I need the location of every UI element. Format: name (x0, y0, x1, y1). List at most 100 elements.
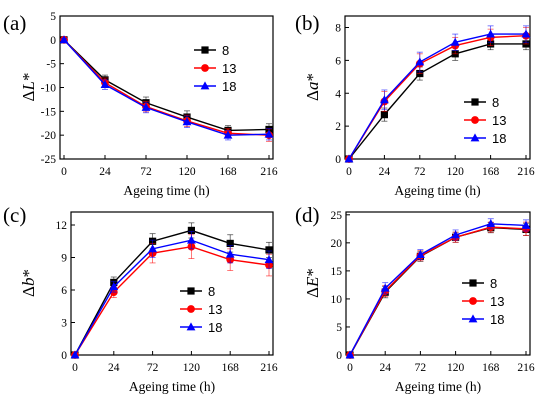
series-18 (70, 231, 274, 359)
y-axis-label-var: E (303, 276, 322, 288)
panel-1: 0 24 72 120 168 216 5 0 -5 -10 -15 -20 -25 Ageing tim… (3, 11, 278, 198)
y-tick-label: 0 (61, 350, 67, 362)
legend-entry: 13 (180, 302, 222, 317)
data-point (148, 244, 157, 253)
y-tick-label: 9 (61, 253, 67, 265)
series-line (348, 43, 526, 160)
legend-entry: 13 (194, 61, 236, 76)
data-point (380, 283, 390, 292)
legend-label: 18 (490, 312, 504, 327)
legend-marker (201, 64, 209, 72)
data-point (109, 282, 119, 291)
data-point (70, 350, 80, 359)
legend-entry: 18 (462, 312, 504, 327)
series-line (348, 33, 526, 160)
plot-frame (344, 15, 531, 160)
data-point (416, 250, 425, 259)
x-tick-label: 168 (482, 362, 500, 374)
data-point (264, 129, 274, 138)
data-point (59, 35, 69, 44)
series-line (74, 245, 270, 356)
series-line (63, 39, 270, 136)
legend-entry: 8 (180, 284, 215, 299)
x-axis-label: Ageing time (h) (395, 379, 481, 394)
series-18 (344, 25, 531, 163)
data-point (226, 239, 234, 248)
x-tick-label: 216 (260, 362, 278, 374)
legend-entry: 13 (464, 113, 506, 128)
y-axis-label-var: a (303, 82, 322, 91)
series-line (348, 35, 527, 160)
y-axis-label-suffix: * (303, 268, 322, 277)
data-point (486, 219, 496, 228)
x-tick-label: 24 (108, 362, 120, 374)
data-point (187, 226, 195, 235)
y-tick-label: 0 (50, 35, 56, 47)
x-tick-label: 0 (72, 362, 78, 374)
y-axis-label: Δb* (19, 269, 38, 297)
series-line (74, 239, 270, 356)
series-18 (345, 218, 531, 359)
series-8 (346, 222, 530, 359)
y-axis-label-suffix: * (19, 73, 38, 82)
y-tick-label: 6 (335, 55, 341, 67)
x-tick-label: 24 (379, 166, 391, 178)
x-tick-label: 216 (260, 166, 278, 178)
y-tick-label: 10 (331, 294, 343, 306)
panel-3: 0 24 72 120 168 216 0 3 6 9 12 Ageing time (h) Δb* (c… (3, 203, 278, 394)
legend-marker (187, 287, 195, 295)
data-point (451, 230, 460, 239)
data-point (141, 102, 151, 111)
data-point (380, 111, 388, 119)
data-point (486, 29, 495, 38)
panel-4: 0 24 72 120 168 216 0 5 10 15 20 25 Ageing time (h) Δ… (295, 203, 535, 394)
plot-frame (59, 15, 274, 160)
legend-label: 18 (492, 131, 506, 146)
x-tick-label: 120 (447, 166, 465, 178)
x-axis-label: Ageing time (h) (394, 183, 480, 198)
y-tick-label: -15 (41, 106, 57, 118)
series-line (63, 39, 270, 132)
x-tick-label: 24 (379, 362, 391, 374)
x-tick-label: 0 (346, 166, 352, 178)
panel-label: (d) (295, 203, 320, 227)
y-tick-label: -25 (41, 154, 57, 166)
y-tick-label: 15 (331, 266, 343, 278)
data-point (264, 255, 274, 264)
y-axis-label-suffix: * (19, 269, 38, 278)
data-point (415, 57, 425, 66)
x-tick-label: 216 (517, 362, 535, 374)
legend-entry: 18 (180, 320, 222, 335)
legend-label: 13 (490, 294, 504, 309)
data-point (521, 220, 531, 229)
legend-marker (471, 116, 479, 124)
y-axis-label-prefix: Δ (19, 90, 38, 101)
y-tick-label: -20 (41, 130, 57, 142)
x-tick-label: 72 (140, 166, 152, 178)
series-8 (60, 36, 273, 136)
legend-entry: 13 (462, 294, 504, 309)
x-tick-label: 120 (178, 166, 196, 178)
data-point (380, 95, 389, 104)
legend-marker (186, 322, 196, 331)
x-axis-label: Ageing time (h) (123, 183, 209, 198)
y-tick-label: 0 (335, 154, 341, 166)
x-tick-label: 72 (147, 362, 159, 374)
y-tick-label: 5 (336, 322, 342, 334)
y-tick-label: -5 (46, 59, 56, 71)
panel-label: (a) (3, 11, 26, 35)
plot-frame (70, 211, 274, 356)
y-tick-label: 6 (61, 285, 67, 297)
legend-marker (468, 314, 478, 323)
legend-entry: 8 (194, 43, 229, 58)
x-tick-label: 0 (61, 166, 67, 178)
data-point (265, 246, 273, 254)
data-point (345, 350, 355, 359)
y-axis-label-prefix: Δ (303, 90, 322, 101)
legend-label: 13 (222, 61, 236, 76)
series-line (63, 39, 270, 136)
data-point (187, 235, 196, 244)
legend-marker (187, 305, 195, 313)
